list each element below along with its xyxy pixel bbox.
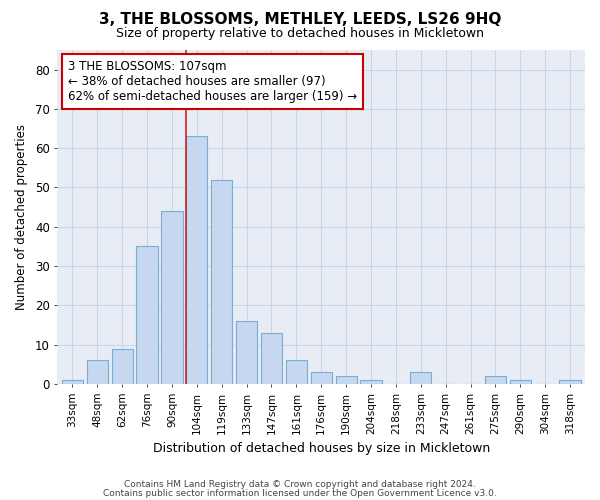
- Bar: [211, 180, 232, 384]
- Text: Contains public sector information licensed under the Open Government Licence v3: Contains public sector information licen…: [103, 488, 497, 498]
- Y-axis label: Number of detached properties: Number of detached properties: [15, 124, 28, 310]
- Bar: [311, 372, 332, 384]
- Bar: [361, 380, 382, 384]
- Bar: [62, 380, 83, 384]
- Text: 3, THE BLOSSOMS, METHLEY, LEEDS, LS26 9HQ: 3, THE BLOSSOMS, METHLEY, LEEDS, LS26 9H…: [99, 12, 501, 28]
- Bar: [335, 376, 356, 384]
- Bar: [112, 348, 133, 384]
- Text: Size of property relative to detached houses in Mickletown: Size of property relative to detached ho…: [116, 28, 484, 40]
- Bar: [286, 360, 307, 384]
- Bar: [186, 136, 208, 384]
- Bar: [559, 380, 581, 384]
- Bar: [161, 211, 182, 384]
- Bar: [510, 380, 531, 384]
- X-axis label: Distribution of detached houses by size in Mickletown: Distribution of detached houses by size …: [152, 442, 490, 455]
- Bar: [410, 372, 431, 384]
- Bar: [236, 321, 257, 384]
- Bar: [86, 360, 108, 384]
- Text: 3 THE BLOSSOMS: 107sqm
← 38% of detached houses are smaller (97)
62% of semi-det: 3 THE BLOSSOMS: 107sqm ← 38% of detached…: [68, 60, 357, 103]
- Bar: [136, 246, 158, 384]
- Bar: [261, 333, 282, 384]
- Text: Contains HM Land Registry data © Crown copyright and database right 2024.: Contains HM Land Registry data © Crown c…: [124, 480, 476, 489]
- Bar: [485, 376, 506, 384]
